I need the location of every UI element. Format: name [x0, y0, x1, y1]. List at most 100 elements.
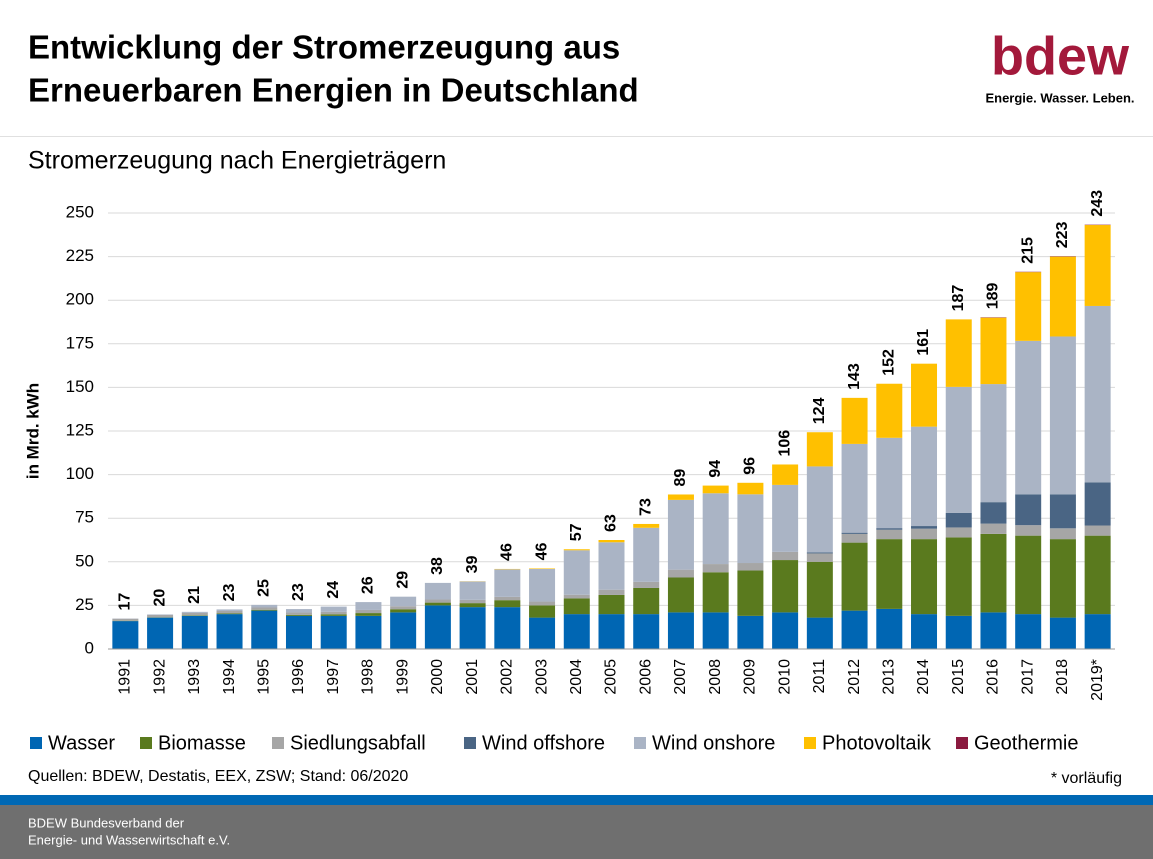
- bar-segment: [598, 540, 625, 543]
- x-tick-label: 2019*: [1089, 659, 1106, 701]
- total-label: 24: [325, 581, 342, 599]
- x-tick-label: 2017: [1019, 659, 1036, 695]
- x-tick-label: 1997: [325, 659, 342, 695]
- x-tick-label: 1991: [117, 659, 134, 695]
- x-tick-label: 2005: [603, 659, 620, 695]
- total-label: 29: [394, 571, 411, 589]
- bar-segment: [1015, 535, 1042, 615]
- bar-segment: [216, 609, 243, 611]
- total-label: 46: [533, 543, 550, 561]
- bar-segment: [911, 363, 938, 427]
- bar-segment: [285, 612, 312, 615]
- bar-segment: [320, 615, 347, 649]
- bar-segment: [424, 605, 451, 649]
- bar-segment: [772, 560, 799, 613]
- legend-swatch: [272, 737, 284, 749]
- bar-segment: [424, 602, 451, 606]
- bar-segment: [285, 615, 312, 649]
- x-tick-label: 2011: [811, 659, 828, 694]
- bar-segment: [251, 610, 278, 649]
- bar-segment: [806, 432, 833, 467]
- bar-segment: [1084, 482, 1111, 526]
- x-tick-label: 2010: [776, 659, 793, 695]
- bar-segment: [147, 614, 174, 615]
- bar-segment: [320, 606, 347, 612]
- footer-text: BDEW Bundesverband der: [28, 815, 185, 830]
- footnote: * vorläufig: [1051, 770, 1122, 787]
- bar-segment: [1084, 535, 1111, 615]
- bar-segment: [702, 485, 729, 494]
- bar-segment: [563, 614, 590, 649]
- bar-segment: [390, 596, 417, 607]
- bar-segment: [1015, 494, 1042, 526]
- bar-segment: [1049, 528, 1076, 540]
- subtitle: Stromerzeugung nach Energieträgern: [28, 147, 446, 175]
- bar-segment: [355, 613, 382, 616]
- x-tick-label: 2008: [707, 659, 724, 695]
- total-label: 57: [568, 523, 585, 541]
- x-tick-label: 2006: [637, 659, 654, 695]
- x-tick-label: 1995: [255, 659, 272, 695]
- bar-segment: [806, 617, 833, 649]
- legend-label: Siedlungsabfall: [290, 732, 426, 754]
- bar-segment: [702, 493, 729, 565]
- bar-segment: [911, 539, 938, 615]
- total-label: 25: [255, 579, 272, 597]
- bar-segment: [667, 577, 694, 613]
- bar-segment: [424, 582, 451, 600]
- bar-segment: [563, 598, 590, 615]
- bar-segment: [1084, 614, 1111, 649]
- y-tick-label: 125: [66, 420, 94, 439]
- bar-segment: [355, 602, 382, 610]
- bar-segment: [494, 596, 521, 601]
- bar-segment: [181, 612, 208, 616]
- bar-segment: [911, 528, 938, 540]
- bar-segment: [424, 599, 451, 603]
- bar-segment: [529, 568, 556, 602]
- bar-segment: [529, 617, 556, 649]
- total-label: 46: [499, 543, 516, 561]
- total-label: 189: [985, 282, 1002, 309]
- bar-segment: [772, 551, 799, 561]
- total-label: 124: [811, 397, 828, 424]
- bar-segment: [841, 397, 868, 444]
- x-tick-label: 2007: [672, 659, 689, 695]
- bar-segment: [529, 568, 556, 569]
- footer: [0, 805, 1153, 859]
- bar-segment: [529, 605, 556, 618]
- bar-segment: [702, 572, 729, 613]
- bar-segment: [633, 523, 660, 528]
- bar-segment: [285, 614, 312, 616]
- bar-segment: [285, 609, 312, 613]
- x-tick-label: 1998: [360, 659, 377, 695]
- bar-segment: [112, 621, 139, 649]
- bar-segment: [598, 589, 625, 595]
- total-label: 73: [637, 498, 654, 516]
- bar-segment: [598, 542, 625, 590]
- y-tick-label: 175: [66, 333, 94, 352]
- legend-swatch: [464, 737, 476, 749]
- bar-segment: [945, 512, 972, 528]
- bar-segment: [772, 484, 799, 552]
- legend-label: Biomasse: [158, 732, 246, 754]
- total-label: 187: [950, 285, 967, 312]
- bar-segment: [876, 437, 903, 529]
- bar-segment: [459, 581, 486, 600]
- total-label: 94: [707, 460, 724, 478]
- legend-swatch: [804, 737, 816, 749]
- legend-label: Wind onshore: [652, 732, 775, 754]
- bar-segment: [216, 613, 243, 615]
- x-tick-label: 2012: [846, 659, 863, 695]
- x-tick-label: 2001: [464, 659, 481, 695]
- footer-text: Energie- und Wasserwirtschaft e.V.: [28, 832, 230, 847]
- bar-segment: [737, 615, 764, 649]
- y-tick-label: 75: [75, 508, 94, 527]
- total-label: 89: [672, 469, 689, 487]
- bar-segment: [980, 523, 1007, 534]
- y-tick-label: 50: [75, 551, 94, 570]
- bar-segment: [980, 533, 1007, 613]
- bar-segment: [355, 615, 382, 649]
- bar-segment: [980, 502, 1007, 524]
- total-label: 23: [290, 583, 307, 601]
